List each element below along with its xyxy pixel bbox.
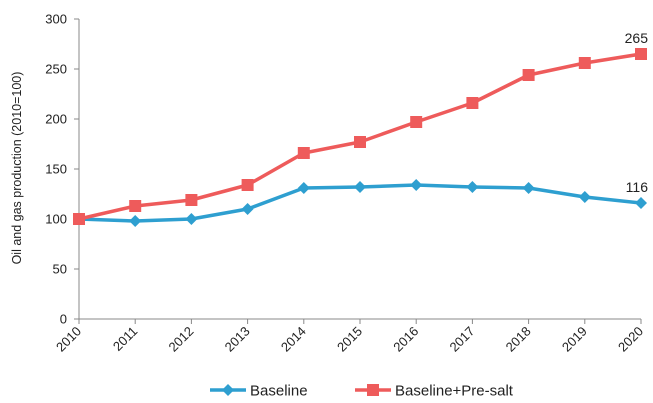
y-tick-label: 300 bbox=[45, 12, 67, 27]
diamond-marker bbox=[297, 182, 310, 194]
y-tick-label: 150 bbox=[45, 162, 67, 177]
diamond-marker bbox=[466, 181, 479, 193]
x-tick-label: 2014 bbox=[278, 324, 309, 355]
x-tick-label: 2016 bbox=[390, 324, 421, 355]
square-marker bbox=[185, 194, 198, 206]
data-labels: 265 116 bbox=[625, 30, 649, 195]
x-tick-label: 2011 bbox=[110, 324, 140, 354]
x-tick-label: 2010 bbox=[53, 324, 84, 355]
y-tick-label: 100 bbox=[45, 212, 67, 227]
data-label: 116 bbox=[626, 179, 649, 195]
legend-diamond-marker bbox=[222, 384, 234, 396]
x-tick-label: 2018 bbox=[503, 324, 534, 355]
series-layer bbox=[73, 48, 647, 227]
square-marker bbox=[129, 200, 142, 212]
legend-label: Baseline bbox=[250, 383, 308, 400]
x-tick-label: 2020 bbox=[615, 324, 646, 355]
legend-square-marker bbox=[367, 384, 379, 396]
square-marker bbox=[635, 48, 647, 60]
x-tick-label: 2015 bbox=[334, 324, 365, 355]
diamond-marker bbox=[522, 182, 535, 194]
series-baseline-pre-salt bbox=[73, 48, 647, 225]
x-tick-label: 2013 bbox=[222, 324, 253, 355]
y-axis-ticks: 0 50 100 150 200 250 300 bbox=[45, 12, 79, 327]
legend: Baseline Baseline+Pre-salt bbox=[210, 383, 514, 400]
x-tick-label: 2019 bbox=[559, 324, 590, 355]
diamond-marker bbox=[129, 215, 142, 227]
data-label: 265 bbox=[625, 30, 649, 46]
diamond-marker bbox=[635, 197, 647, 209]
square-marker bbox=[354, 136, 366, 148]
y-axis-title: Oil and gas production (2010=100) bbox=[10, 72, 24, 265]
square-marker bbox=[73, 213, 85, 225]
y-tick-label: 0 bbox=[60, 312, 67, 327]
axes bbox=[78, 19, 641, 320]
y-tick-label: 200 bbox=[45, 112, 67, 127]
diamond-marker bbox=[185, 213, 198, 225]
y-tick-label: 50 bbox=[53, 262, 67, 277]
square-marker bbox=[578, 57, 591, 69]
square-marker bbox=[410, 116, 423, 128]
x-tick-label: 2017 bbox=[446, 324, 477, 355]
square-marker bbox=[522, 69, 535, 81]
square-marker bbox=[241, 179, 254, 191]
legend-label: Baseline+Pre-salt bbox=[395, 383, 514, 400]
square-marker bbox=[297, 147, 310, 159]
diamond-marker bbox=[578, 191, 591, 203]
diamond-marker bbox=[410, 179, 423, 191]
legend-item: Baseline+Pre-salt bbox=[355, 383, 514, 400]
x-axis-ticks: 2010 2011 2012 2013 2014 2015 2016 2017 2018 2019… bbox=[53, 319, 646, 355]
legend-item: Baseline bbox=[210, 383, 308, 400]
diamond-marker bbox=[241, 203, 254, 215]
x-tick-label: 2012 bbox=[165, 324, 196, 355]
diamond-marker bbox=[354, 181, 366, 193]
square-marker bbox=[466, 97, 479, 109]
y-tick-label: 250 bbox=[45, 62, 67, 77]
